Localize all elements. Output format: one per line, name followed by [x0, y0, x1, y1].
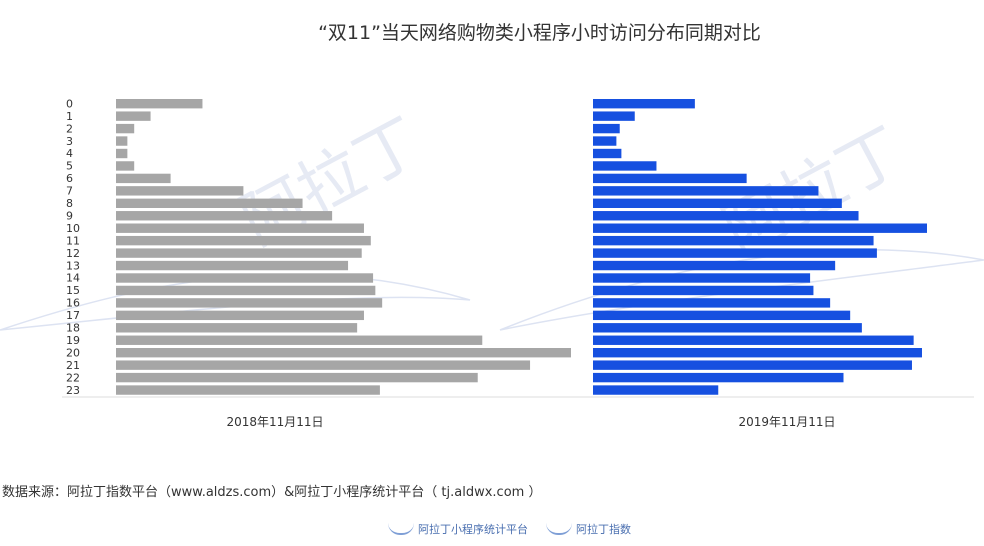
- bar-2018-hour-2: [116, 123, 135, 134]
- bar-2018-hour-15: [116, 285, 376, 296]
- hour-label: 21: [66, 359, 80, 372]
- bar-2018-hour-7: [116, 186, 244, 196]
- bar-2018-hour-3: [116, 136, 128, 146]
- hour-label: 22: [66, 371, 80, 384]
- bar-2018-hour-0: [116, 99, 203, 109]
- hour-label: 4: [66, 147, 73, 160]
- bar-2018-hour-11: [116, 235, 371, 246]
- bar-2019-hour-5: [593, 161, 657, 171]
- bar-2019-hour-18: [593, 323, 862, 333]
- hour-label: 13: [66, 259, 80, 272]
- bar-2018-hour-18: [116, 323, 358, 333]
- bar-2018-hour-17: [116, 310, 364, 321]
- bar-2019-hour-14: [593, 273, 811, 283]
- bar-2019-hour-6: [593, 173, 747, 184]
- hour-label: 11: [66, 234, 80, 247]
- hour-label: 12: [66, 247, 80, 260]
- bar-2019-hour-1: [593, 111, 635, 121]
- bar-2019-hour-0: [593, 99, 695, 109]
- bar-2018-hour-12: [116, 248, 362, 258]
- hour-label: 19: [66, 334, 80, 347]
- series-label: 2019年11月11日: [738, 415, 835, 429]
- bar-2018-hour-19: [116, 335, 483, 345]
- bar-2018-hour-13: [116, 260, 349, 271]
- bar-2019-hour-17: [593, 310, 851, 321]
- bar-2019-hour-20: [593, 348, 922, 358]
- bar-2019-hour-16: [593, 298, 831, 308]
- hour-label: 8: [66, 197, 73, 210]
- logo-icon: [388, 523, 414, 535]
- hour-label: 5: [66, 160, 73, 173]
- hour-label: 23: [66, 384, 80, 397]
- hour-label: 0: [66, 97, 73, 110]
- bar-2019-hour-2: [593, 123, 620, 134]
- bar-2019-hour-4: [593, 148, 622, 159]
- footer-logo-left-label: 阿拉丁小程序统计平台: [418, 523, 528, 536]
- bar-2019-hour-8: [593, 198, 842, 208]
- bar-2018-hour-4: [116, 148, 128, 159]
- bar-2019-hour-13: [593, 260, 836, 271]
- hour-label: 18: [66, 322, 80, 335]
- bar-2019-hour-21: [593, 360, 912, 370]
- hour-label: 17: [66, 309, 80, 322]
- footer-logo-left: 阿拉丁小程序统计平台: [388, 521, 528, 537]
- source-note: 数据来源：阿拉丁指数平台（www.aldzs.com）&阿拉丁小程序统计平台（ …: [2, 485, 542, 500]
- footer-logo-right: 阿拉丁指数: [546, 521, 631, 537]
- bar-2019-hour-10: [593, 223, 927, 233]
- footer-logo-right-label: 阿拉丁指数: [576, 523, 631, 536]
- bar-2019-hour-7: [593, 186, 819, 196]
- bar-2019-hour-19: [593, 335, 914, 345]
- bar-2018-hour-21: [116, 360, 531, 370]
- bar-2019-hour-12: [593, 248, 877, 258]
- hour-label: 15: [66, 284, 80, 297]
- bar-2019-hour-9: [593, 211, 859, 221]
- bar-2018-hour-22: [116, 372, 478, 383]
- bar-2019-hour-23: [593, 385, 719, 395]
- hour-label: 3: [66, 135, 73, 148]
- chart-title: “双11”当天网络购物类小程序小时访问分布同期对比: [318, 22, 761, 44]
- bar-2018-hour-20: [116, 348, 571, 358]
- bar-2019-hour-15: [593, 285, 814, 296]
- bar-2018-hour-8: [116, 198, 303, 208]
- bar-2018-hour-23: [116, 385, 380, 395]
- bar-2019-hour-3: [593, 136, 617, 146]
- hour-label: 7: [66, 185, 73, 198]
- bar-2018-hour-10: [116, 223, 364, 233]
- bar-2019-hour-22: [593, 372, 844, 383]
- hour-label: 14: [66, 272, 80, 285]
- bar-2018-hour-9: [116, 211, 333, 221]
- hour-label: 20: [66, 346, 80, 359]
- hour-label: 2: [66, 122, 73, 135]
- bar-2018-hour-16: [116, 298, 383, 308]
- hour-label: 6: [66, 172, 73, 185]
- bar-2018-hour-1: [116, 111, 151, 121]
- bar-2018-hour-6: [116, 173, 171, 184]
- bar-2018-hour-5: [116, 161, 135, 171]
- hour-label: 9: [66, 209, 73, 222]
- bar-2019-hour-11: [593, 235, 874, 246]
- hour-label: 16: [66, 297, 80, 310]
- bar-2018-hour-14: [116, 273, 374, 283]
- footer-logos: 阿拉丁小程序统计平台 阿拉丁指数: [388, 521, 631, 537]
- hour-label: 1: [66, 110, 73, 123]
- logo-icon: [546, 523, 572, 535]
- series-label: 2018年11月11日: [226, 415, 323, 429]
- hour-label: 10: [66, 222, 80, 235]
